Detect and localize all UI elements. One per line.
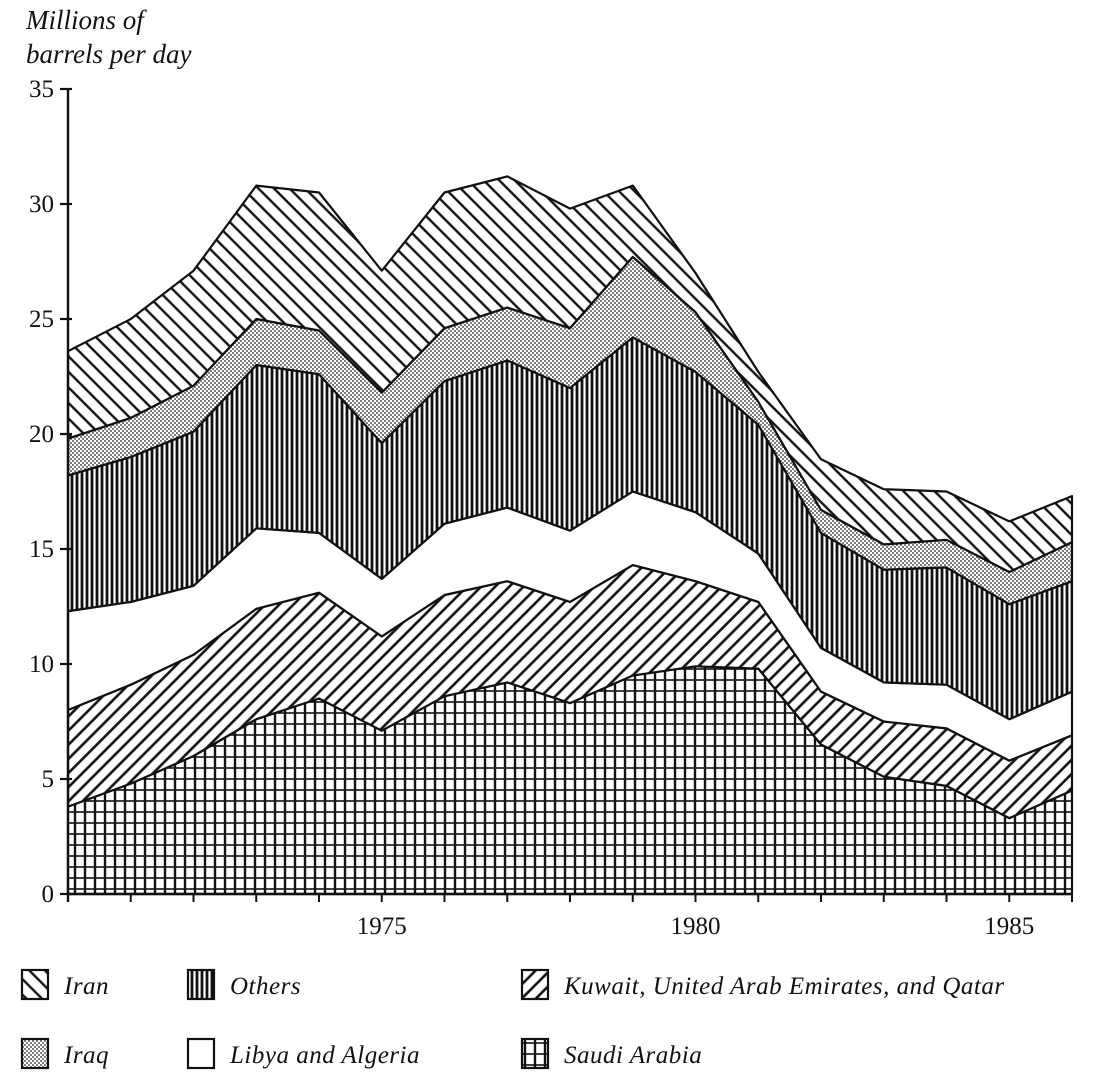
y-axis-title-line-1: Millions of xyxy=(25,5,147,35)
y-tick-label: 15 xyxy=(29,536,54,563)
x-tick-label: 1980 xyxy=(671,913,721,940)
y-tick-label: 0 xyxy=(42,881,55,908)
y-tick-label: 10 xyxy=(29,651,54,678)
y-tick-label: 20 xyxy=(29,421,54,448)
legend-item-iraq: Iraq xyxy=(20,1037,109,1070)
legend-label: Kuwait, United Arab Emirates, and Qatar xyxy=(563,973,1005,1000)
y-tick-label: 35 xyxy=(29,76,54,103)
legend-label: Iran xyxy=(63,973,109,1000)
legend-item-saudi-arabia: Saudi Arabia xyxy=(520,1037,702,1070)
y-axis-title-line-2: barrels per day xyxy=(26,39,191,69)
legend-item-others: Others xyxy=(186,968,301,1001)
x-ticks: 1975 1980 1985 xyxy=(67,894,1073,940)
stacked-areas xyxy=(66,175,1074,896)
legend-label: Saudi Arabia xyxy=(564,1042,702,1069)
legend-swatch xyxy=(20,1037,50,1070)
y-ticks: 0 5 10 15 20 25 30 35 xyxy=(29,76,72,908)
x-tick-label: 1975 xyxy=(357,913,407,940)
legend-item-libya-and-algeria: Libya and Algeria xyxy=(186,1037,420,1070)
y-tick-label: 30 xyxy=(29,191,54,218)
legend-label: Others xyxy=(230,973,301,1000)
legend-swatch xyxy=(20,968,50,1001)
y-tick-label: 25 xyxy=(29,306,54,333)
area-iran xyxy=(66,175,1074,574)
legend-swatch xyxy=(520,968,550,1001)
legend: Iran Others Kuwait, United Arab Emirates, … xyxy=(20,968,1005,1070)
x-tick-label: 1985 xyxy=(984,913,1034,940)
legend-swatch xyxy=(186,1037,216,1070)
legend-swatch xyxy=(186,968,216,1001)
legend-swatch xyxy=(520,1037,550,1070)
legend-item-iran: Iran xyxy=(20,968,109,1001)
axes: 0 5 10 15 20 25 30 35 1975 1980 1985 xyxy=(29,76,1073,940)
legend-label: Libya and Algeria xyxy=(229,1042,420,1069)
legend-item-kuwait-united-arab-emirates-and-qatar: Kuwait, United Arab Emirates, and Qatar xyxy=(520,968,1005,1001)
y-tick-label: 5 xyxy=(42,766,55,793)
legend-label: Iraq xyxy=(63,1042,109,1069)
